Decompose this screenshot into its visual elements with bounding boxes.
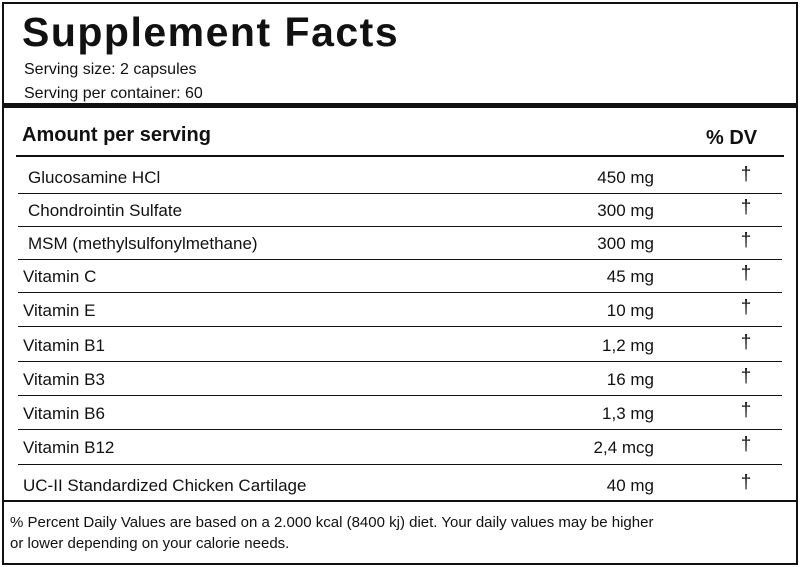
row-rule bbox=[18, 361, 782, 362]
amount: 300 mg bbox=[597, 234, 654, 253]
thick-rule bbox=[4, 103, 796, 108]
daily-value: † bbox=[740, 164, 752, 185]
footnote: or lower depending on your calorie needs… bbox=[10, 535, 290, 552]
ingredient-name: Vitamin B3 bbox=[23, 370, 105, 389]
amount: 2,4 mcg bbox=[593, 438, 654, 457]
row-rule bbox=[18, 226, 782, 227]
amount: 450 mg bbox=[597, 168, 654, 187]
daily-value: † bbox=[740, 297, 752, 318]
daily-value: † bbox=[740, 197, 752, 218]
ingredient-name: Vitamin E bbox=[23, 301, 96, 320]
daily-value: † bbox=[740, 434, 752, 455]
footnote: % Percent Daily Values are based on a 2.… bbox=[10, 514, 654, 531]
daily-value: † bbox=[740, 263, 752, 284]
row-rule bbox=[18, 326, 782, 327]
row-rule bbox=[18, 395, 782, 396]
header-rule bbox=[16, 155, 784, 157]
bottom-rule bbox=[4, 500, 796, 502]
ingredient-name: Vitamin B12 bbox=[23, 438, 115, 457]
title: Supplement Facts bbox=[22, 9, 400, 55]
ingredient-name: Glucosamine HCl bbox=[28, 168, 161, 187]
amount: 1,2 mg bbox=[602, 336, 654, 355]
row-rule bbox=[18, 292, 782, 293]
daily-value: † bbox=[740, 366, 752, 387]
ingredient-name: Chondrointin Sulfate bbox=[28, 201, 183, 220]
amount: 1,3 mg bbox=[602, 404, 654, 423]
ingredient-name: UC-II Standardized Chicken Cartilage bbox=[23, 476, 307, 495]
amount: 45 mg bbox=[606, 267, 654, 286]
daily-value: † bbox=[740, 332, 752, 353]
amount: 40 mg bbox=[606, 476, 654, 495]
servings-per-container: Serving per container: 60 bbox=[24, 85, 203, 102]
ingredient-name: Vitamin C bbox=[23, 267, 97, 286]
row-rule bbox=[18, 259, 782, 260]
row-rule bbox=[18, 193, 782, 194]
amount-header: Amount per serving bbox=[22, 124, 211, 146]
row-rule bbox=[18, 464, 782, 465]
dv-header: % DV bbox=[706, 127, 758, 149]
ingredient-name: MSM (methylsulfonylmethane) bbox=[28, 234, 258, 253]
row-rule bbox=[18, 429, 782, 430]
daily-value: † bbox=[740, 400, 752, 421]
amount: 16 mg bbox=[606, 370, 654, 389]
serving-size: Serving size: 2 capsules bbox=[24, 61, 197, 78]
daily-value: † bbox=[740, 472, 752, 493]
amount: 300 mg bbox=[597, 201, 654, 220]
ingredient-name: Vitamin B1 bbox=[23, 336, 105, 355]
ingredient-name: Vitamin B6 bbox=[23, 404, 105, 423]
amount: 10 mg bbox=[606, 301, 654, 320]
daily-value: † bbox=[740, 230, 752, 251]
